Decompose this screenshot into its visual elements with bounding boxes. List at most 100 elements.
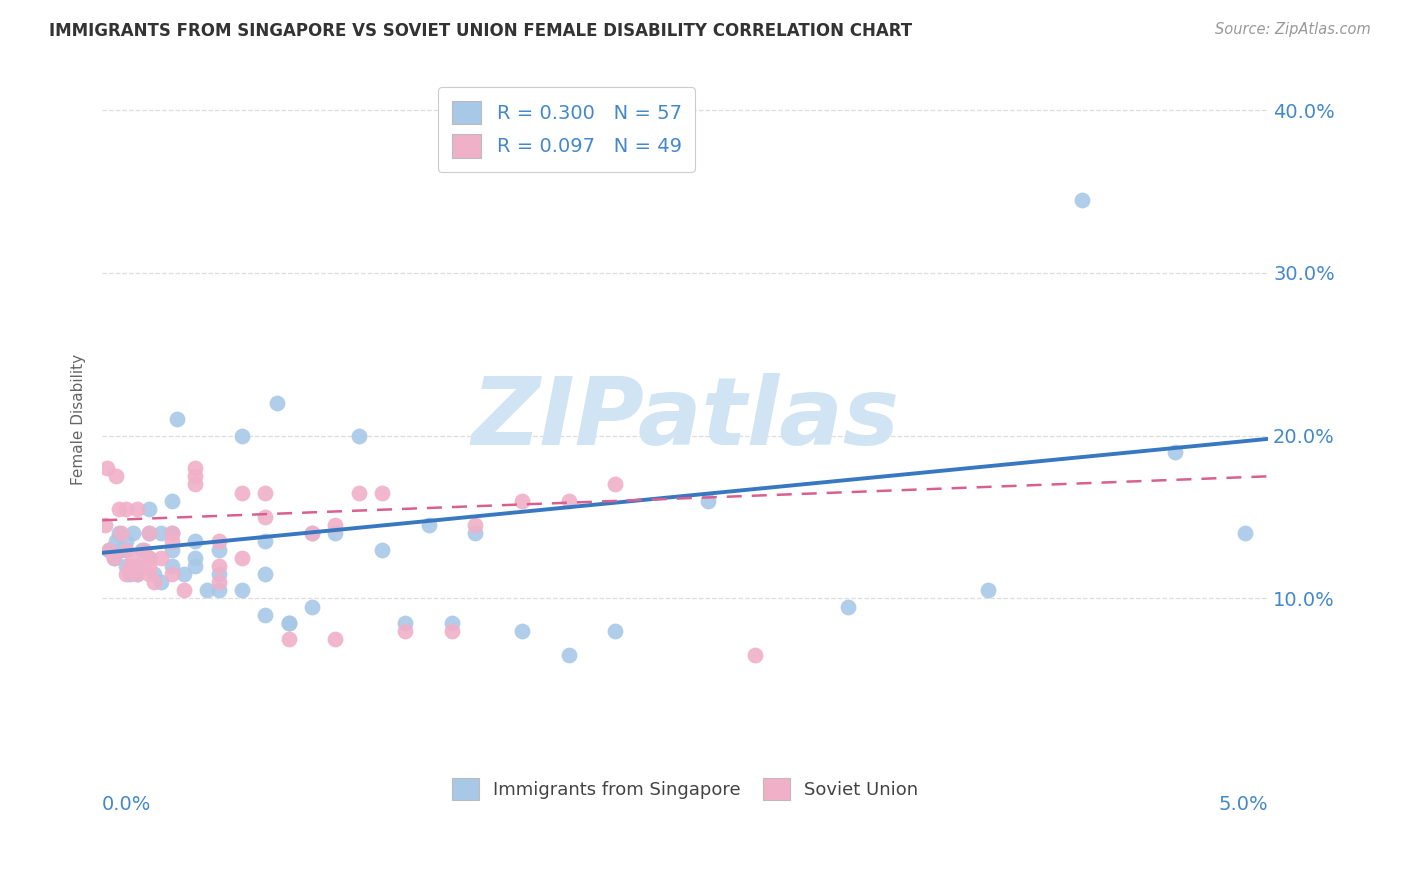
Point [121, 526, 143, 541]
Point [1233, 526, 1256, 541]
Point [93, 518, 115, 533]
Point [138, 526, 160, 541]
Point [254, 485, 277, 500]
Point [557, 648, 579, 663]
Point [114, 558, 136, 573]
Point [440, 615, 463, 630]
Point [231, 583, 253, 598]
Point [105, 469, 128, 483]
Point [208, 542, 231, 557]
Point [744, 648, 766, 663]
Point [127, 558, 149, 573]
Point [127, 501, 149, 516]
Point [142, 575, 165, 590]
Point [166, 412, 188, 426]
Point [160, 558, 183, 573]
Point [138, 501, 160, 516]
Text: 5.0%: 5.0% [1219, 796, 1268, 814]
Point [184, 550, 207, 565]
Point [107, 526, 129, 541]
Text: ZIPatlas: ZIPatlas [471, 374, 900, 466]
Point [277, 632, 299, 646]
Point [277, 615, 299, 630]
Point [394, 624, 416, 638]
Point [266, 396, 288, 410]
Point [149, 575, 172, 590]
Point [120, 566, 142, 581]
Point [138, 566, 160, 581]
Point [149, 550, 172, 565]
Point [184, 534, 207, 549]
Point [557, 493, 579, 508]
Point [131, 542, 153, 557]
Point [371, 542, 394, 557]
Point [231, 428, 253, 442]
Point [208, 566, 231, 581]
Point [105, 534, 128, 549]
Point [121, 550, 143, 565]
Point [98, 542, 121, 557]
Point [605, 624, 627, 638]
Point [254, 510, 277, 524]
Point [110, 526, 132, 541]
Point [231, 485, 253, 500]
Point [977, 583, 1000, 598]
Text: IMMIGRANTS FROM SINGAPORE VS SOVIET UNION FEMALE DISABILITY CORRELATION CHART: IMMIGRANTS FROM SINGAPORE VS SOVIET UNIO… [49, 22, 912, 40]
Point [173, 566, 195, 581]
Point [301, 599, 323, 614]
Point [510, 624, 533, 638]
Point [114, 542, 136, 557]
Point [120, 558, 142, 573]
Point [464, 526, 486, 541]
Point [127, 558, 149, 573]
Point [138, 550, 160, 565]
Point [114, 501, 136, 516]
Point [149, 526, 172, 541]
Point [173, 583, 195, 598]
Text: Source: ZipAtlas.com: Source: ZipAtlas.com [1215, 22, 1371, 37]
Point [347, 428, 370, 442]
Point [301, 526, 323, 541]
Point [138, 526, 160, 541]
Point [184, 477, 207, 491]
Point [96, 461, 118, 475]
Point [394, 615, 416, 630]
Point [134, 542, 156, 557]
Point [254, 566, 277, 581]
Point [195, 583, 218, 598]
Point [103, 550, 125, 565]
Point [347, 485, 370, 500]
Point [418, 518, 440, 533]
Point [114, 566, 136, 581]
Point [440, 624, 463, 638]
Point [184, 558, 207, 573]
Point [107, 501, 129, 516]
Point [160, 493, 183, 508]
Legend: Immigrants from Singapore, Soviet Union: Immigrants from Singapore, Soviet Union [444, 771, 925, 807]
Point [301, 526, 323, 541]
Point [184, 461, 207, 475]
Point [371, 485, 394, 500]
Point [208, 558, 231, 573]
Point [325, 632, 347, 646]
Point [464, 518, 486, 533]
Point [103, 550, 125, 565]
Point [254, 607, 277, 622]
Point [325, 526, 347, 541]
Y-axis label: Female Disability: Female Disability [72, 354, 86, 485]
Point [127, 566, 149, 581]
Point [160, 534, 183, 549]
Point [142, 566, 165, 581]
Point [325, 518, 347, 533]
Point [837, 599, 859, 614]
Point [160, 526, 183, 541]
Point [605, 477, 627, 491]
Point [1070, 193, 1092, 207]
Point [208, 575, 231, 590]
Text: 0.0%: 0.0% [103, 796, 152, 814]
Point [208, 583, 231, 598]
Point [1164, 445, 1187, 459]
Point [277, 615, 299, 630]
Point [127, 566, 149, 581]
Point [110, 542, 132, 557]
